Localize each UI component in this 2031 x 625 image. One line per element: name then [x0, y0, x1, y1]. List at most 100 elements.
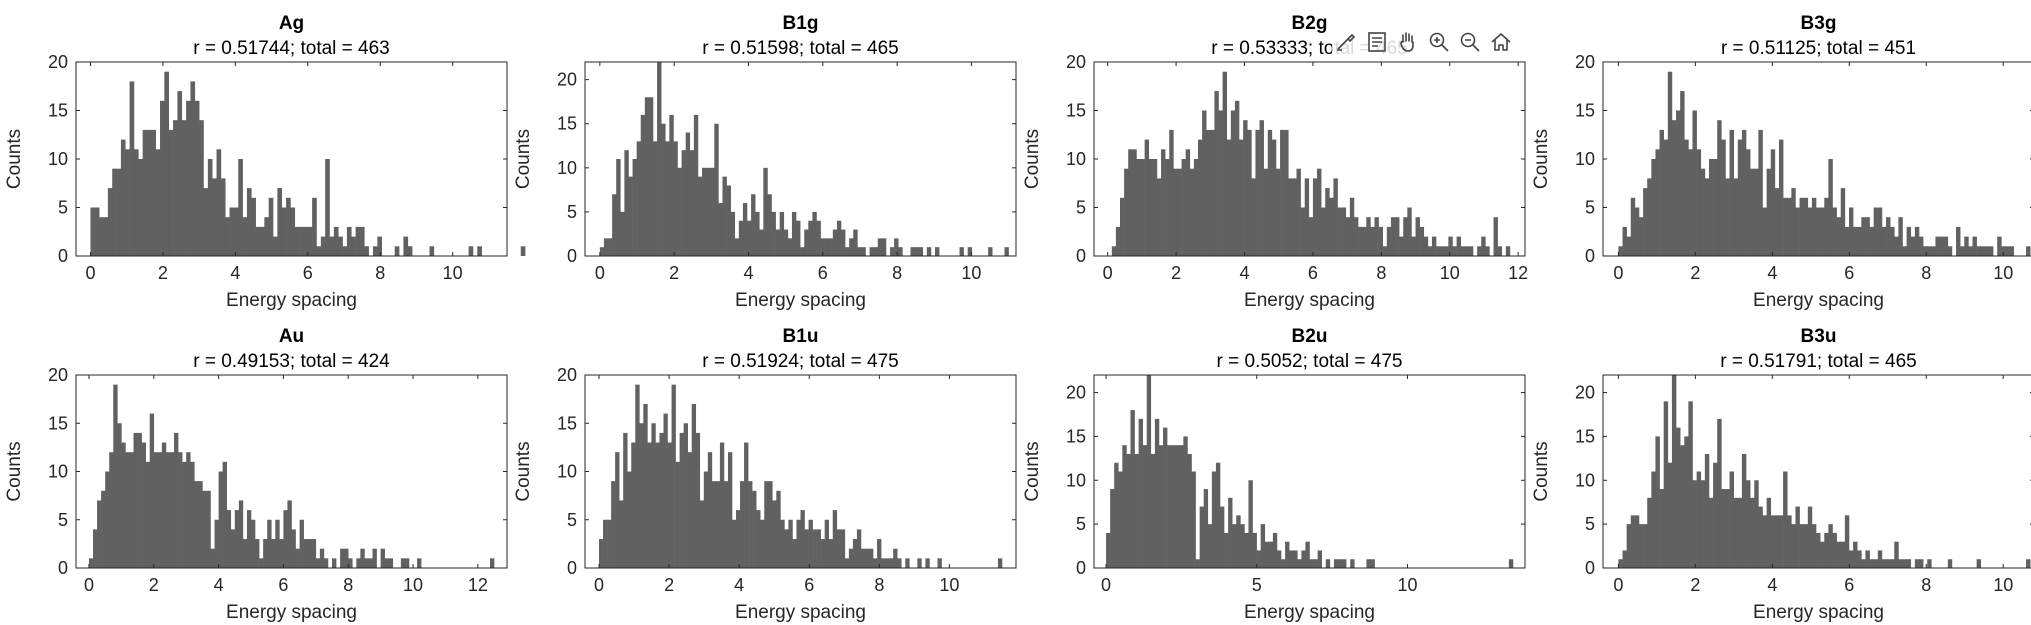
- histogram-bar: [727, 452, 733, 568]
- histogram-bar: [1721, 139, 1726, 256]
- histogram-bar: [1754, 168, 1759, 256]
- histogram-bar: [1820, 207, 1825, 256]
- x-tick-label: 4: [214, 575, 224, 595]
- axes-box: [1602, 374, 2031, 569]
- histogram-bar: [1370, 226, 1375, 256]
- y-tick-label: 20: [48, 52, 68, 72]
- histogram-bar: [1297, 559, 1302, 568]
- histogram-bar: [935, 247, 940, 256]
- histogram-bar: [640, 114, 646, 256]
- histogram-bar: [1185, 149, 1191, 256]
- histogram-bar: [1115, 226, 1121, 256]
- histogram-bar: [1189, 168, 1195, 256]
- histogram-bar: [612, 194, 617, 256]
- histogram-bar: [1152, 159, 1158, 256]
- histogram-bar: [1120, 197, 1125, 256]
- histogram-bar: [1230, 110, 1236, 256]
- histogram-bar: [1754, 480, 1759, 568]
- histogram-bar: [1239, 139, 1244, 256]
- zoom-in-icon[interactable]: [1425, 28, 1453, 56]
- y-tick-label: 5: [567, 510, 577, 530]
- histogram-bar: [1783, 471, 1788, 568]
- histogram-bar: [693, 114, 699, 256]
- histogram-bar: [133, 432, 138, 568]
- subplot-b3g: B3g r = 0.51125; total = 451 0 2 4 6 8 10 0 5 10 15…: [1531, 13, 2031, 311]
- histogram-bar: [828, 238, 834, 256]
- pan-hand-icon[interactable]: [1394, 28, 1422, 56]
- histogram-bar: [1894, 541, 1899, 568]
- histogram-bar: [230, 529, 236, 568]
- brush-icon[interactable]: [1332, 28, 1360, 56]
- x-tick-label: 8: [1921, 263, 1931, 283]
- histogram-bar: [99, 217, 104, 256]
- histogram-bar: [860, 548, 866, 568]
- histogram-bar: [233, 207, 239, 256]
- histogram-bar: [675, 461, 680, 568]
- histogram-bar: [1481, 236, 1486, 256]
- subplot-title: B3g: [1801, 13, 1837, 34]
- histogram-bar: [1676, 427, 1681, 568]
- histogram-bar: [1173, 168, 1178, 256]
- histogram-bar: [267, 519, 272, 568]
- histogram-bar: [832, 229, 838, 256]
- histogram-bar: [691, 403, 697, 568]
- histogram-bar: [1651, 471, 1656, 568]
- histogram-bar: [1431, 236, 1437, 256]
- zoom-out-icon[interactable]: [1456, 28, 1484, 56]
- histogram-bar: [1741, 129, 1747, 256]
- histogram-bar: [1861, 217, 1866, 256]
- histogram-bar: [1898, 217, 1903, 256]
- histogram-bar: [1146, 375, 1152, 568]
- histogram-bar: [394, 246, 400, 256]
- histogram-bar: [616, 159, 621, 256]
- histogram-bar: [246, 510, 252, 568]
- histogram-bar: [744, 442, 749, 568]
- subplot-b3u: B3u r = 0.51791; total = 465 0 2 4 6 8 10 0 5 10 15…: [1531, 326, 2031, 623]
- histogram-bar: [190, 461, 195, 568]
- x-tick-label: 0: [85, 263, 95, 283]
- histogram-bar: [885, 558, 890, 568]
- histogram-bar: [1271, 139, 1277, 256]
- histogram-bar: [1150, 453, 1156, 568]
- histogram-bar: [845, 247, 850, 256]
- histogram-bar: [603, 238, 609, 256]
- histogram-bar: [1148, 159, 1154, 256]
- x-tick-label: 2: [158, 263, 168, 283]
- histogram-bar: [732, 519, 737, 568]
- histogram-bar: [186, 100, 191, 256]
- histogram-bars: [1106, 375, 1514, 568]
- histogram-bar: [1138, 418, 1143, 568]
- histogram-bar: [1247, 129, 1252, 256]
- histogram-bar: [112, 168, 117, 256]
- x-axis-label: Energy spacing: [735, 290, 866, 311]
- histogram-bar: [1869, 559, 1874, 568]
- histogram-bar: [1224, 532, 1229, 568]
- data-tips-icon[interactable]: [1363, 28, 1391, 56]
- histogram-bar: [97, 500, 102, 568]
- histogram-bar: [1684, 436, 1689, 568]
- histogram-bar: [1828, 159, 1833, 256]
- histogram-bar: [848, 548, 854, 568]
- histogram-bar: [925, 558, 930, 568]
- histogram-bar: [824, 238, 830, 256]
- histogram-bar: [1144, 139, 1150, 256]
- histogram-bar: [226, 510, 232, 568]
- histogram-bar: [730, 211, 736, 256]
- histogram-bar: [1313, 559, 1318, 568]
- histogram-bar: [1700, 480, 1706, 568]
- histogram-bar: [1964, 236, 1969, 256]
- y-tick-label: 10: [1066, 470, 1086, 490]
- histogram-bar: [1803, 524, 1809, 568]
- histogram-bar: [1914, 559, 1920, 568]
- y-tick-label: 10: [1066, 149, 1086, 169]
- x-tick-label: 2: [1690, 575, 1700, 595]
- home-icon[interactable]: [1487, 28, 1515, 56]
- histogram-bar: [677, 167, 682, 256]
- histogram-bar: [1828, 524, 1833, 568]
- histogram-bar: [2026, 246, 2031, 256]
- histogram-bar: [1300, 207, 1306, 256]
- histogram-bar: [429, 246, 435, 256]
- histogram-bar: [1807, 506, 1813, 568]
- histogram-bar: [1317, 168, 1322, 256]
- histogram-bar: [734, 238, 740, 256]
